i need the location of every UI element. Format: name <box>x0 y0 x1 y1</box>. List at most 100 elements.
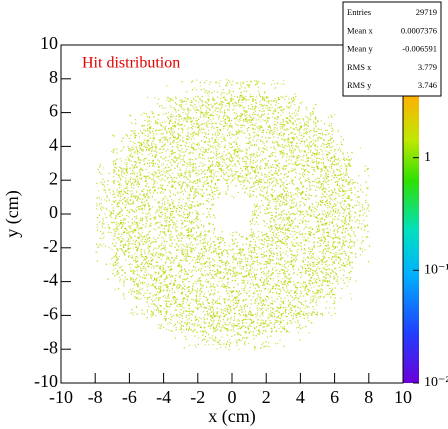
hit-dot <box>306 306 308 308</box>
hit-dot <box>148 212 150 214</box>
hit-dot <box>214 286 216 288</box>
hit-dot <box>287 236 289 238</box>
hit-dot <box>188 304 190 306</box>
hit-dot <box>195 182 197 184</box>
hit-dot <box>176 207 178 210</box>
hit-dot <box>326 273 328 275</box>
hit-dot <box>272 240 274 242</box>
hit-dot <box>167 257 169 259</box>
hit-dot <box>248 272 250 274</box>
hit-dot <box>185 314 187 317</box>
hit-dot <box>143 208 146 210</box>
hit-dot <box>223 286 225 288</box>
hit-dot <box>119 248 121 250</box>
hit-dot <box>298 232 300 234</box>
hit-dot <box>265 213 267 215</box>
hit-dot <box>306 256 308 258</box>
hit-dot <box>297 322 299 324</box>
hit-dot <box>141 240 143 243</box>
hit-dot <box>267 199 269 201</box>
hit-dot <box>316 297 318 299</box>
hit-dot <box>288 237 290 239</box>
hit-dot <box>173 193 175 195</box>
hit-dot <box>283 300 285 302</box>
hit-dot <box>174 207 176 209</box>
hit-dot <box>304 233 307 235</box>
hit-dot <box>181 321 183 323</box>
hit-dot <box>338 253 340 255</box>
hit-dot <box>180 305 182 307</box>
hit-dot <box>268 304 270 306</box>
hit-dot <box>264 237 266 239</box>
hit-dot <box>235 185 237 187</box>
hit-dot <box>216 312 218 315</box>
hit-dot <box>275 247 277 249</box>
hit-dot <box>199 259 201 261</box>
hit-dot <box>285 213 287 215</box>
hit-dot <box>244 275 246 277</box>
hit-dot <box>203 321 205 323</box>
hit-dot <box>275 215 277 217</box>
bin <box>353 214 369 231</box>
hit-dot <box>351 199 353 201</box>
hit-dot <box>123 231 125 234</box>
hit-dot <box>143 188 145 190</box>
bin <box>180 282 199 300</box>
hit-dot <box>296 236 298 239</box>
hit-dot <box>179 304 182 306</box>
hit-dot <box>270 275 272 277</box>
hit-dot <box>282 251 285 253</box>
hit-dot <box>299 210 301 212</box>
hit-dot <box>326 231 328 234</box>
hit-dot <box>188 289 190 291</box>
hit-dot <box>261 271 263 273</box>
hit-dot <box>184 255 186 257</box>
hit-dot <box>119 276 121 278</box>
hit-dot <box>135 246 137 248</box>
bin <box>302 317 313 334</box>
hit-dot <box>168 181 170 183</box>
hit-dot <box>326 216 328 218</box>
hit-dot <box>194 329 196 331</box>
hit-dot <box>195 315 197 317</box>
hit-dot <box>101 224 103 227</box>
hit-dot <box>242 300 244 302</box>
hit-dot <box>260 319 262 321</box>
hit-dot <box>300 248 303 250</box>
hit-dot <box>247 328 249 330</box>
hit-dot <box>162 271 165 273</box>
hit-dot <box>337 219 339 221</box>
hit-dot <box>271 314 273 317</box>
hit-dot <box>301 190 304 193</box>
hit-dot <box>239 181 241 183</box>
hit-dot <box>217 239 220 241</box>
hit-dot <box>271 188 273 191</box>
hit-dot <box>184 220 186 222</box>
hit-dot <box>224 308 226 310</box>
hit-dot <box>195 319 197 321</box>
hit-dot <box>258 182 260 184</box>
hit-dot <box>249 193 251 195</box>
hit-dot <box>235 296 237 299</box>
bin <box>252 198 267 215</box>
hit-dot <box>133 240 135 242</box>
bin <box>197 248 216 266</box>
hit-dot <box>321 200 323 202</box>
hit-dot <box>213 314 215 316</box>
hit-dot <box>188 269 190 271</box>
hit-dot <box>203 192 205 194</box>
hit-dot <box>267 187 269 189</box>
hit-dot <box>137 257 139 259</box>
hit-dot <box>270 331 273 333</box>
hit-dot <box>238 180 240 182</box>
hit-dot <box>296 288 299 290</box>
hit-dot <box>349 241 351 244</box>
hit-dot <box>216 299 218 302</box>
hit-dot <box>319 296 321 298</box>
hit-dot <box>194 218 196 220</box>
hit-dot <box>103 236 105 238</box>
hit-dot <box>120 222 122 224</box>
hit-dot <box>334 255 336 257</box>
hit-dot <box>218 256 220 258</box>
hit-dot <box>258 333 260 335</box>
